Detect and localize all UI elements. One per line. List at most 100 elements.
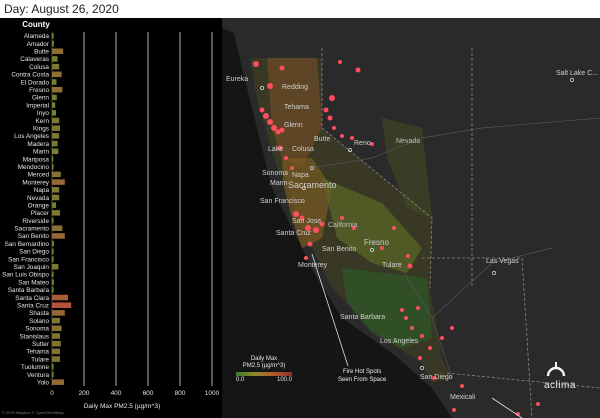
city-label-mexicali: Mexicali bbox=[450, 394, 476, 401]
category-label: Los Angeles bbox=[14, 133, 49, 140]
category-label: Sutter bbox=[32, 341, 50, 348]
map-copyright: © 2020 Mapbox © OpenStreetMap bbox=[2, 410, 64, 415]
city-dots bbox=[260, 78, 574, 370]
category-label: Tuolumne bbox=[21, 364, 50, 371]
bar bbox=[52, 156, 54, 162]
county-label-san-benito: San Benito bbox=[322, 246, 357, 253]
category-label: Marin bbox=[33, 149, 49, 156]
category-label: Fresno bbox=[29, 87, 49, 94]
bar bbox=[52, 240, 54, 247]
bar bbox=[52, 233, 65, 239]
bar bbox=[52, 271, 54, 278]
road bbox=[306, 192, 453, 379]
bar bbox=[52, 363, 54, 370]
bar bbox=[52, 302, 72, 308]
state-label-california: California bbox=[328, 222, 358, 229]
category-label: Santa Barbara bbox=[8, 287, 50, 294]
category-label: Ventura bbox=[27, 372, 49, 379]
category-label: San Bernardino bbox=[5, 241, 50, 248]
map-canvas[interactable] bbox=[222, 18, 600, 418]
category-label: Butte bbox=[34, 49, 49, 56]
bar-chart-svg: County 0 200 400 600 800 1000 AlamedaAmadorButt… bbox=[2, 20, 220, 410]
x-tick-label: 600 bbox=[143, 390, 154, 397]
county-label-tehama: Tehama bbox=[284, 104, 309, 111]
x-tick-label: 200 bbox=[79, 390, 90, 397]
category-label: Santa Cruz bbox=[17, 302, 49, 309]
state-border-ca-nv bbox=[321, 48, 433, 289]
category-label: Mariposa bbox=[23, 156, 50, 163]
callout-line1: Fire Hot Spots bbox=[343, 369, 382, 375]
category-label: El Dorado bbox=[21, 79, 50, 86]
category-label: Mendocino bbox=[18, 164, 50, 171]
bar bbox=[52, 140, 58, 147]
category-label: Solano bbox=[29, 318, 49, 325]
city-label-santa-barbara: Santa Barbara bbox=[340, 314, 386, 321]
county-label-santa-cruz: Santa Cruz bbox=[276, 230, 312, 237]
legend-min: 0.0 bbox=[236, 377, 245, 383]
fire-hot-spots bbox=[253, 60, 540, 416]
header-bar: Day: August 26, 2020 bbox=[0, 0, 600, 19]
city-label-san-diego: San Diego bbox=[420, 374, 453, 381]
bar bbox=[52, 125, 60, 131]
callout-line bbox=[491, 397, 523, 418]
county-bar-chart: County 0 200 400 600 800 1000 Alameda Amador Butt… bbox=[0, 18, 222, 418]
bar bbox=[52, 94, 57, 101]
county-label-marin: Marin bbox=[270, 180, 288, 187]
road bbox=[311, 117, 600, 169]
city-label-san-jose: San Jose bbox=[292, 218, 322, 225]
fire-hotspot-callout: Fire Hot Spots Seen From Space bbox=[338, 368, 386, 384]
category-label: Inyo bbox=[37, 110, 50, 117]
category-label: Contra Costa bbox=[11, 72, 49, 79]
bar bbox=[52, 79, 57, 85]
bar bbox=[52, 133, 60, 139]
city-label-las-vegas: Las Vegas bbox=[486, 258, 519, 265]
category-label: Merced bbox=[28, 172, 50, 179]
county-label-lake: Lake bbox=[268, 146, 284, 153]
city-label-san-francisco: San Francisco bbox=[260, 198, 305, 205]
category-label: San Luis Obispo bbox=[2, 272, 49, 279]
bar bbox=[52, 340, 61, 347]
bar bbox=[52, 287, 54, 293]
bar bbox=[52, 225, 63, 232]
chart-title: County bbox=[22, 20, 50, 29]
city-label-reno: Reno bbox=[354, 140, 371, 147]
bar bbox=[52, 256, 54, 262]
x-tick-label: 400 bbox=[111, 390, 122, 397]
bar bbox=[52, 210, 60, 216]
legend-title-line2: PM2.5 (µg/m^3) bbox=[242, 363, 286, 369]
california-map[interactable]: Eureka Redding Tehama Glenn Butte Colusa… bbox=[222, 18, 600, 418]
category-label: Napa bbox=[34, 187, 50, 194]
bar bbox=[52, 110, 56, 116]
bar bbox=[52, 48, 64, 55]
category-label: San Diego bbox=[19, 249, 49, 256]
bar bbox=[52, 63, 60, 70]
bar bbox=[52, 333, 60, 339]
nevada-region bbox=[382, 118, 432, 218]
city-label-sacramento: Sacramento bbox=[288, 180, 337, 190]
bar bbox=[52, 163, 54, 170]
bar bbox=[52, 371, 54, 378]
bar bbox=[52, 279, 54, 285]
category-label: Calaveras bbox=[20, 56, 49, 63]
aclima-logo-icon bbox=[546, 362, 566, 377]
bar bbox=[52, 179, 65, 185]
bar bbox=[52, 325, 62, 332]
county-label-monterey: Monterey bbox=[298, 262, 328, 269]
category-label: Imperial bbox=[26, 102, 49, 109]
road bbox=[431, 247, 553, 319]
category-label: Tulare bbox=[31, 356, 49, 363]
category-label: San Francisco bbox=[8, 256, 49, 263]
bar bbox=[52, 348, 60, 355]
county-label-tulare: Tulare bbox=[382, 262, 402, 269]
x-tick-label: 800 bbox=[175, 390, 186, 397]
bar bbox=[52, 33, 54, 39]
category-label: Madera bbox=[27, 141, 49, 148]
bar bbox=[52, 148, 59, 155]
category-label: Nevada bbox=[27, 195, 49, 202]
category-label: Colusa bbox=[29, 64, 49, 71]
category-label: Placer bbox=[31, 210, 50, 217]
city-label-redding: Redding bbox=[282, 84, 309, 91]
county-label-colusa: Colusa bbox=[292, 146, 314, 153]
city-label-eureka: Eureka bbox=[226, 76, 249, 83]
bar bbox=[52, 171, 61, 178]
